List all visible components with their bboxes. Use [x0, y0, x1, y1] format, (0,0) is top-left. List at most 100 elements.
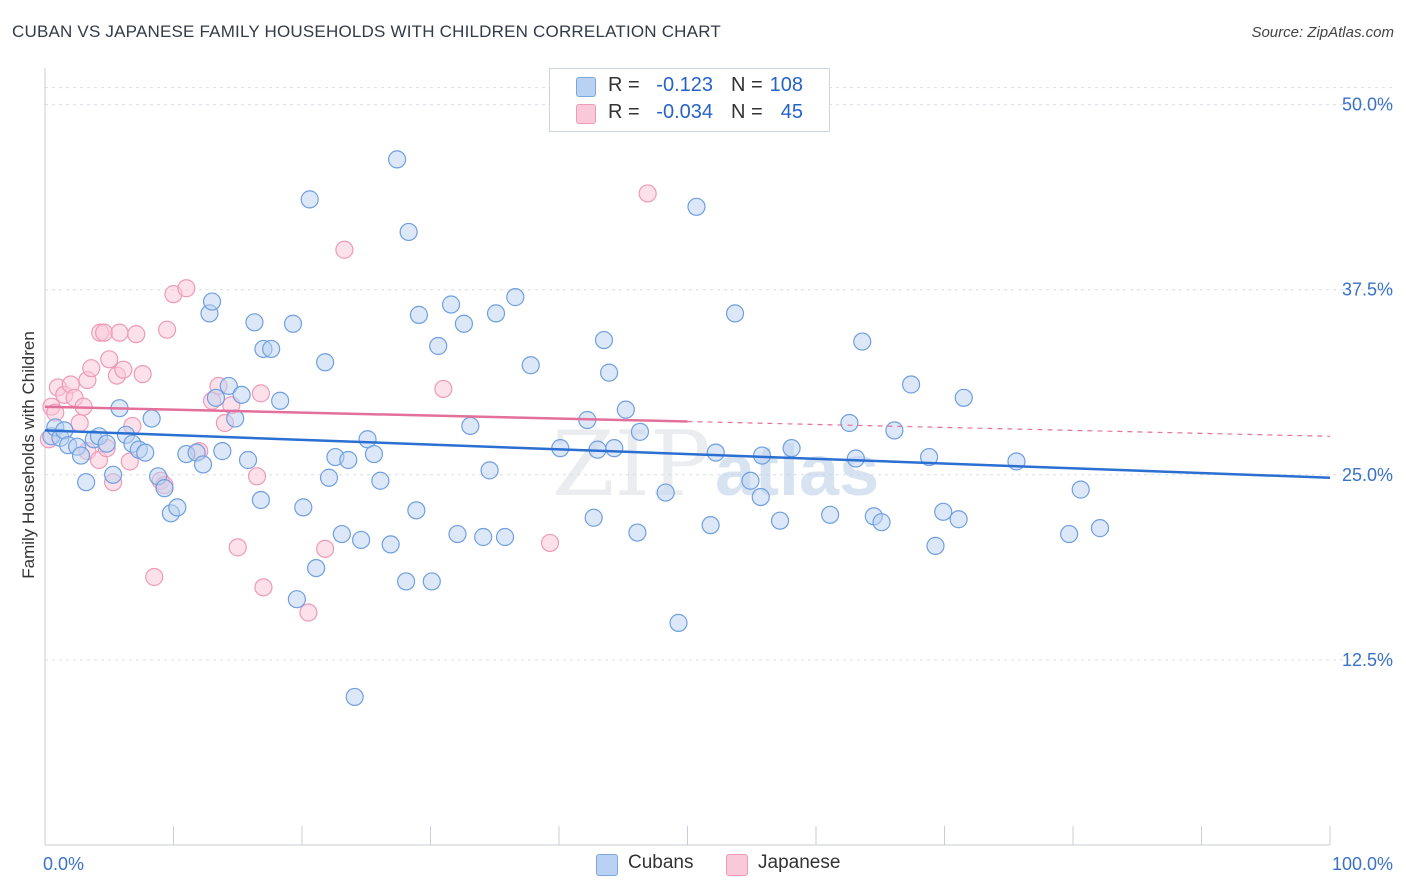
cuban-point: [1071, 480, 1090, 499]
n-label: N =: [731, 101, 763, 123]
cuban-point: [474, 527, 493, 547]
cuban-point: [371, 471, 390, 490]
cuban-point: [206, 388, 226, 407]
cuban-point: [616, 400, 635, 419]
cuban-point: [136, 443, 155, 462]
cuban-point: [226, 409, 245, 428]
n-label: N =: [731, 74, 763, 96]
r-value: -0.123: [656, 74, 713, 96]
cuban-point: [381, 535, 400, 554]
japanese-point: [157, 320, 177, 339]
cuban-point: [872, 513, 891, 532]
japanese-swatch: [726, 854, 748, 876]
cuban-point: [332, 524, 351, 544]
japanese-point: [335, 240, 354, 259]
cuban-point: [846, 449, 865, 468]
cuban-point: [300, 190, 319, 209]
cuban-point: [319, 468, 339, 487]
cuban-point: [1090, 519, 1110, 538]
legend-row-japanese: R = -0.034 N = 45: [550, 100, 829, 126]
japanese-point: [251, 384, 270, 403]
cuban-point: [409, 305, 429, 324]
y-tick-label: 12.5%: [1342, 650, 1393, 670]
axes: [44, 68, 1331, 846]
japanese-point: [540, 533, 560, 553]
cuban-point: [422, 572, 441, 591]
y-axis-label: Family Households with Children: [19, 331, 38, 579]
cuban-point: [1060, 524, 1079, 544]
gridlines: [45, 87, 1393, 661]
cuban-point: [751, 487, 770, 507]
y-tick-labels: 12.5% 25.0% 37.5% 50.0%: [1342, 95, 1393, 670]
cuban-point: [840, 413, 859, 433]
cuban-point: [245, 313, 264, 332]
r-value: -0.034: [656, 101, 713, 123]
cuban-point: [77, 473, 96, 492]
cuban-point: [396, 572, 416, 591]
japanese-point: [110, 323, 129, 342]
cuban-point: [287, 590, 306, 609]
n-value: 45: [780, 101, 803, 123]
cuban-point: [600, 363, 619, 382]
cuban-point: [885, 421, 904, 440]
japanese-swatch: [576, 104, 596, 124]
cuban-point: [919, 447, 939, 467]
japanese-point: [95, 323, 114, 342]
cuban-point: [949, 510, 968, 529]
cubans-label: Cubans: [628, 852, 694, 873]
x-tick-label: 0.0%: [43, 854, 84, 874]
cuban-point: [448, 524, 467, 544]
japanese-point: [434, 379, 453, 399]
cuban-point: [480, 461, 499, 480]
cuban-point: [486, 304, 506, 323]
japanese-point: [70, 413, 89, 433]
watermark-zip: ZIP: [552, 412, 711, 517]
cuban-point: [701, 516, 720, 535]
y-tick-label: 37.5%: [1342, 280, 1393, 300]
cuban-point: [271, 391, 290, 410]
cuban-point: [495, 527, 515, 547]
cubans-swatch: [576, 77, 596, 97]
japanese-point: [299, 603, 318, 622]
japanese-point: [82, 359, 101, 378]
cuban-point: [71, 446, 91, 465]
chart-title: CUBAN VS JAPANESE FAMILY HOUSEHOLDS WITH…: [12, 22, 721, 41]
cuban-point: [741, 471, 760, 490]
cuban-point: [853, 332, 872, 351]
cuban-point: [142, 409, 161, 428]
cuban-point: [168, 498, 187, 517]
cuban-point: [506, 288, 525, 307]
x-tick-labels: 0.0% 100.0%: [43, 854, 1393, 874]
cuban-point: [339, 450, 358, 470]
cuban-point: [104, 465, 123, 484]
r-label: R =: [608, 101, 640, 123]
cuban-point: [782, 439, 801, 458]
japanese-point: [254, 578, 273, 597]
legend-row-cubans: R = -0.123 N = 108: [550, 73, 829, 99]
cuban-point: [706, 443, 725, 462]
cuban-point: [399, 222, 418, 242]
cuban-point: [407, 501, 426, 520]
japanese-point: [638, 184, 657, 203]
japanese-point: [127, 325, 146, 344]
cuban-point: [352, 530, 371, 550]
cuban-point: [669, 613, 688, 632]
cuban-point: [521, 356, 540, 375]
cuban-point: [213, 442, 232, 461]
japanese-label: Japanese: [758, 852, 841, 873]
japanese-point: [133, 365, 152, 384]
cuban-point: [725, 304, 745, 323]
cuban-point: [193, 455, 213, 474]
cuban-point: [307, 558, 326, 578]
trendlines: [44, 405, 1331, 480]
cuban-point: [97, 434, 116, 453]
chart-source: Source: ZipAtlas.com: [1251, 24, 1394, 41]
cuban-point: [605, 439, 624, 458]
cubans-swatch: [596, 854, 618, 876]
japanese-points: [39, 184, 657, 622]
cuban-point: [770, 511, 790, 530]
japanese-point: [145, 567, 164, 587]
cuban-point: [155, 479, 174, 498]
n-value: 108: [769, 74, 803, 96]
